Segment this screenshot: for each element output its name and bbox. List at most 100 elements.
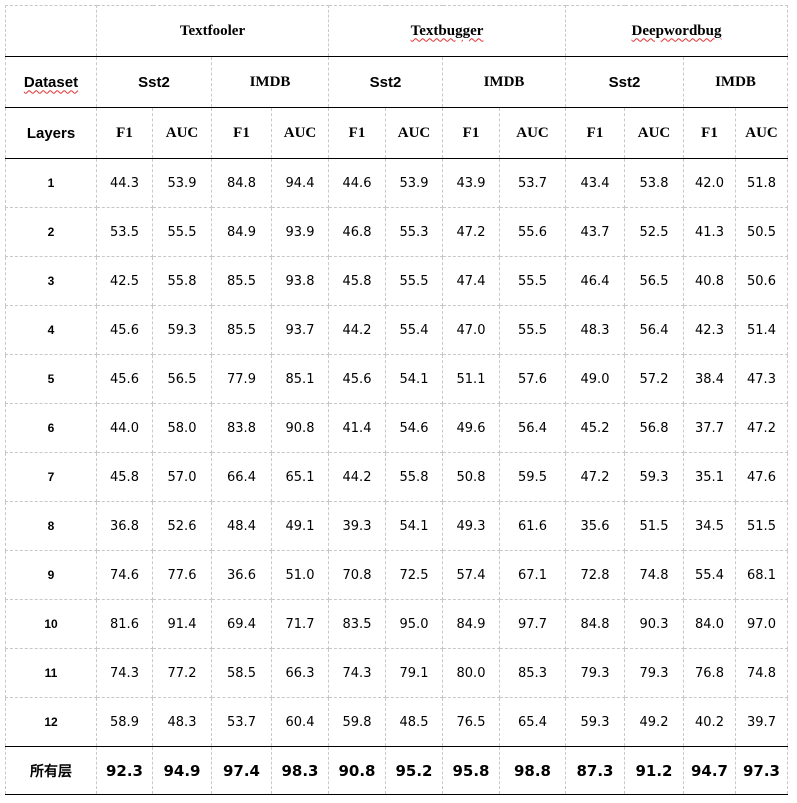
metric-f1: F1	[96, 107, 153, 159]
value-cell: 35.6	[565, 501, 625, 551]
value-cell: 47.2	[735, 403, 788, 453]
value-cell: 45.6	[96, 305, 153, 355]
value-cell: 45.6	[96, 354, 153, 404]
table-row: 8 36.8 52.6 48.4 49.1 39.3 54.1 49.3 61.6 35.6 51.…	[5, 501, 788, 551]
value-cell: 40.2	[683, 697, 736, 747]
value-cell: 45.8	[328, 256, 386, 306]
metric-f1: F1	[565, 107, 625, 159]
value-cell: 50.5	[735, 207, 788, 257]
value-cell: 51.8	[735, 158, 788, 208]
value-cell: 90.8	[271, 403, 329, 453]
table-row: 10 81.6 91.4 69.4 71.7 83.5 95.0 84.9 97.7 84.8 90…	[5, 599, 788, 649]
value-cell: 54.1	[385, 354, 443, 404]
value-cell: 42.3	[683, 305, 736, 355]
value-cell: 57.6	[499, 354, 566, 404]
value-cell: 85.5	[211, 305, 272, 355]
value-cell: 55.3	[385, 207, 443, 257]
layer-number: 12	[5, 697, 97, 747]
metric-f1: F1	[683, 107, 736, 159]
value-cell: 48.3	[152, 697, 212, 747]
value-cell: 55.4	[385, 305, 443, 355]
value-cell: 47.2	[442, 207, 500, 257]
value-cell: 55.5	[499, 305, 566, 355]
value-cell: 49.1	[271, 501, 329, 551]
value-cell: 59.3	[624, 452, 684, 502]
table-row: 1 44.3 53.9 84.8 94.4 44.6 53.9 43.9 53.7 43.4 53.…	[5, 158, 788, 208]
value-cell: 55.4	[683, 550, 736, 600]
value-cell: 84.9	[442, 599, 500, 649]
method-textfooler: Textfooler	[96, 5, 329, 57]
value-cell: 47.3	[735, 354, 788, 404]
table-row: 11 74.3 77.2 58.5 66.3 74.3 79.1 80.0 85.3 79.3 79…	[5, 648, 788, 698]
value-cell: 74.8	[624, 550, 684, 600]
value-cell: 74.3	[328, 648, 386, 698]
value-cell: 48.3	[565, 305, 625, 355]
value-cell: 83.8	[211, 403, 272, 453]
all-layers-value: 87.3	[565, 746, 625, 795]
value-cell: 55.8	[152, 256, 212, 306]
method-label: Textbugger	[410, 22, 484, 39]
value-cell: 37.7	[683, 403, 736, 453]
value-cell: 45.6	[328, 354, 386, 404]
value-cell: 77.2	[152, 648, 212, 698]
metric-auc: AUC	[271, 107, 329, 159]
value-cell: 44.2	[328, 452, 386, 502]
value-cell: 58.5	[211, 648, 272, 698]
value-cell: 49.3	[442, 501, 500, 551]
value-cell: 45.8	[96, 452, 153, 502]
table-row: 2 53.5 55.5 84.9 93.9 46.8 55.3 47.2 55.6 43.7 52.…	[5, 207, 788, 257]
value-cell: 84.0	[683, 599, 736, 649]
value-cell: 61.6	[499, 501, 566, 551]
all-layers-value: 95.2	[385, 746, 443, 795]
value-cell: 41.3	[683, 207, 736, 257]
dataset-header-row: Dataset Sst2 IMDB Sst2 IMDB Sst2 IMDB	[5, 56, 788, 108]
layer-number: 8	[5, 501, 97, 551]
value-cell: 76.8	[683, 648, 736, 698]
layer-number: 7	[5, 452, 97, 502]
method-deepwordbug: Deepwordbug	[565, 5, 788, 57]
value-cell: 58.0	[152, 403, 212, 453]
value-cell: 90.3	[624, 599, 684, 649]
table-row: 6 44.0 58.0 83.8 90.8 41.4 54.6 49.6 56.4 45.2 56.…	[5, 403, 788, 453]
value-cell: 93.9	[271, 207, 329, 257]
value-cell: 85.3	[499, 648, 566, 698]
value-cell: 97.0	[735, 599, 788, 649]
value-cell: 40.8	[683, 256, 736, 306]
value-cell: 79.3	[565, 648, 625, 698]
table-row: 5 45.6 56.5 77.9 85.1 45.6 54.1 51.1 57.6 49.0 57.…	[5, 354, 788, 404]
value-cell: 56.4	[499, 403, 566, 453]
value-cell: 57.2	[624, 354, 684, 404]
value-cell: 54.1	[385, 501, 443, 551]
all-layers-value: 91.2	[624, 746, 684, 795]
value-cell: 53.5	[96, 207, 153, 257]
value-cell: 84.8	[211, 158, 272, 208]
value-cell: 81.6	[96, 599, 153, 649]
value-cell: 66.3	[271, 648, 329, 698]
value-cell: 74.8	[735, 648, 788, 698]
table-row: 9 74.6 77.6 36.6 51.0 70.8 72.5 57.4 67.1 72.8 74.…	[5, 550, 788, 600]
value-cell: 59.5	[499, 452, 566, 502]
metric-auc: AUC	[499, 107, 566, 159]
value-cell: 79.1	[385, 648, 443, 698]
metric-f1: F1	[328, 107, 386, 159]
value-cell: 52.6	[152, 501, 212, 551]
layer-number: 5	[5, 354, 97, 404]
value-cell: 51.5	[624, 501, 684, 551]
method-label: Textfooler	[179, 22, 246, 39]
value-cell: 56.5	[624, 256, 684, 306]
value-cell: 53.7	[499, 158, 566, 208]
value-cell: 79.3	[624, 648, 684, 698]
value-cell: 44.0	[96, 403, 153, 453]
value-cell: 36.8	[96, 501, 153, 551]
metric-f1: F1	[211, 107, 272, 159]
value-cell: 50.6	[735, 256, 788, 306]
value-cell: 55.5	[385, 256, 443, 306]
value-cell: 41.4	[328, 403, 386, 453]
value-cell: 53.9	[152, 158, 212, 208]
value-cell: 69.4	[211, 599, 272, 649]
value-cell: 49.0	[565, 354, 625, 404]
value-cell: 46.8	[328, 207, 386, 257]
value-cell: 94.4	[271, 158, 329, 208]
value-cell: 60.4	[271, 697, 329, 747]
value-cell: 42.0	[683, 158, 736, 208]
